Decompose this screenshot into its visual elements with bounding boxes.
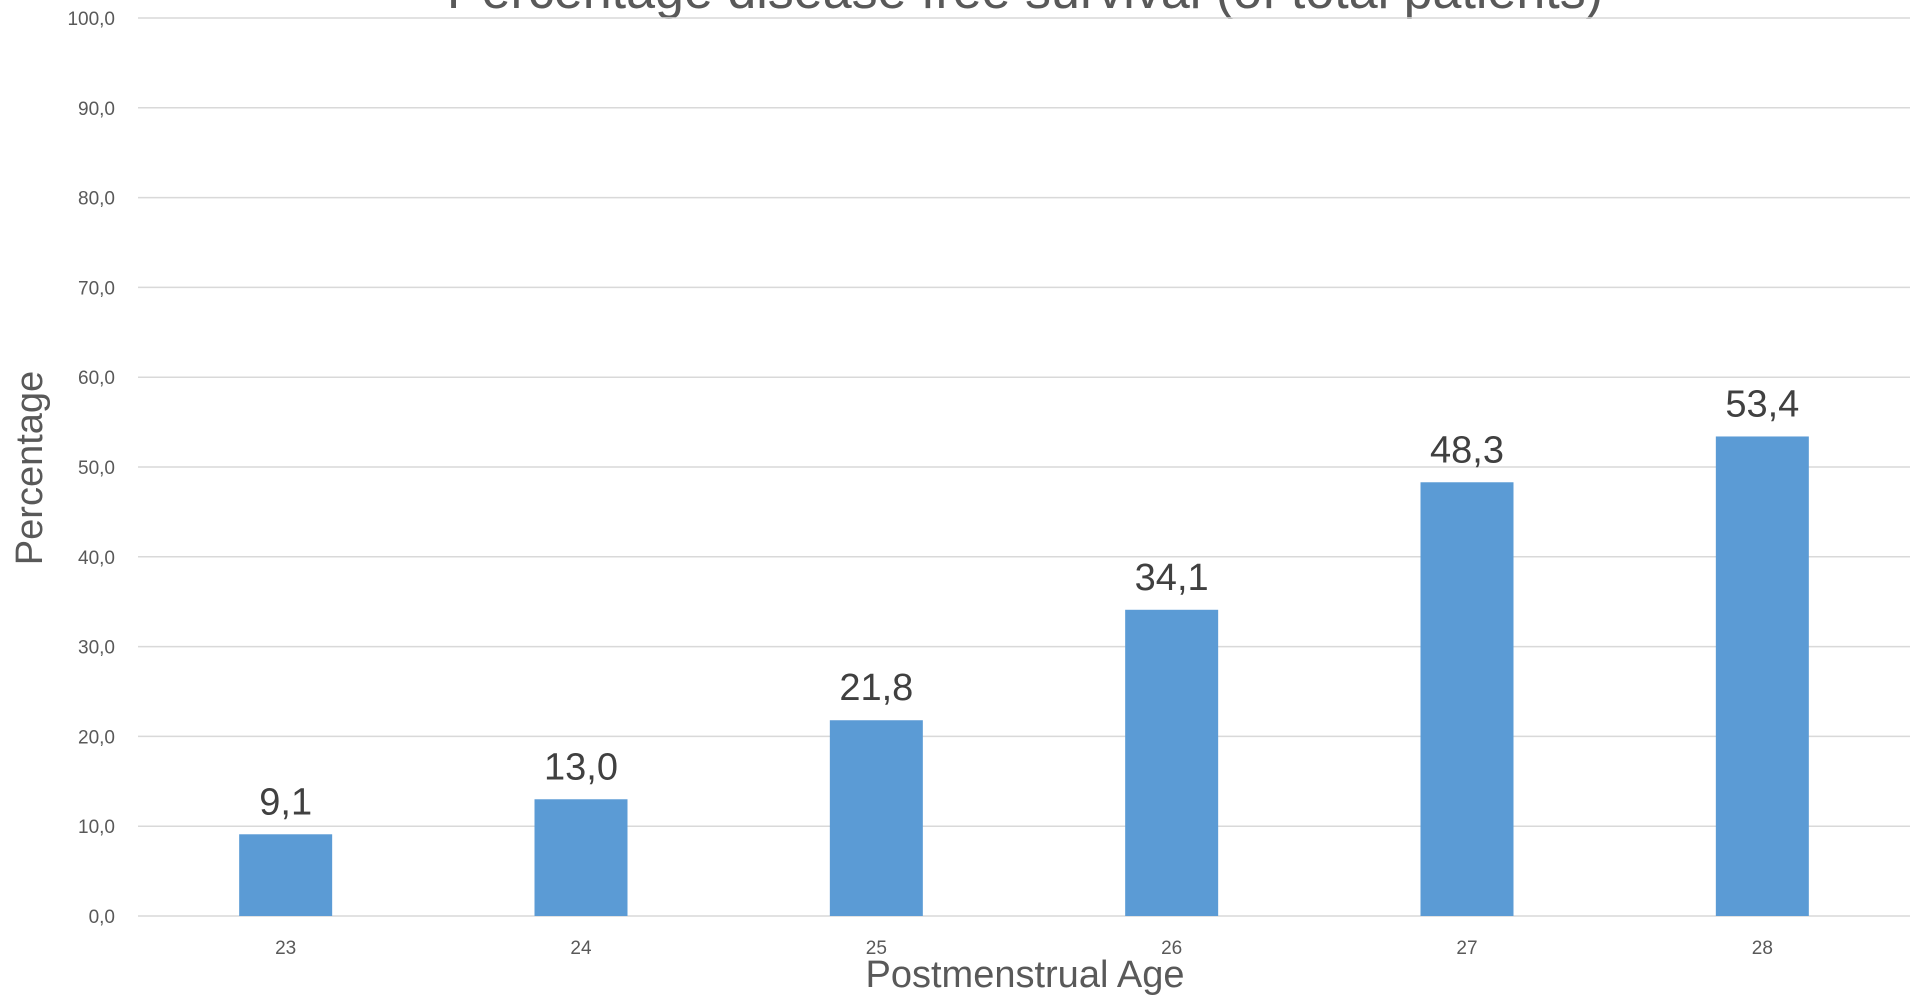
data-label: 9,1: [259, 781, 312, 823]
y-tick-label: 0,0: [89, 907, 115, 928]
bar-28: [1715, 436, 1809, 916]
bar-27: [1420, 482, 1514, 916]
data-label: 34,1: [1135, 557, 1209, 599]
data-label: 48,3: [1430, 429, 1504, 471]
data-labels: 9,1 13,0 21,8 34,1 48,3 53,4: [259, 383, 1799, 823]
x-tick-label: 28: [1752, 938, 1773, 959]
bars: [239, 436, 1809, 916]
y-tick-label: 20,0: [78, 727, 115, 748]
bar-25: [829, 720, 923, 916]
x-tick-label: 24: [570, 938, 592, 959]
y-axis-title: Percentage: [9, 371, 51, 565]
data-label: 13,0: [544, 746, 618, 788]
x-axis-ticks: 23 24 25 26 27 28: [275, 938, 1773, 959]
y-tick-label: 50,0: [78, 458, 115, 479]
data-label: 21,8: [839, 667, 913, 709]
bar-23: [239, 834, 333, 916]
gridlines: [138, 17, 1910, 917]
y-tick-label: 70,0: [78, 278, 115, 299]
x-tick-label: 26: [1161, 938, 1182, 959]
y-tick-label: 40,0: [78, 548, 115, 569]
chart-title: Percentage disease free survival (of tot…: [447, 0, 1603, 20]
bar-26: [1125, 609, 1219, 916]
y-tick-label: 10,0: [78, 817, 115, 838]
y-tick-label: 60,0: [78, 368, 115, 389]
y-tick-label: 100,0: [67, 9, 115, 30]
x-tick-label: 27: [1456, 938, 1477, 959]
x-axis-title: Postmenstrual Age: [866, 954, 1185, 995]
data-label: 53,4: [1725, 383, 1799, 425]
y-tick-label: 90,0: [78, 99, 115, 120]
y-axis-ticks: 0,0 10,0 20,0 30,0 40,0 50,0 60,0 70,0 80,0 90,0 1…: [67, 9, 115, 928]
y-tick-label: 30,0: [78, 638, 115, 659]
y-tick-label: 80,0: [78, 189, 115, 210]
x-tick-label: 23: [275, 938, 296, 959]
x-tick-label: 25: [866, 938, 887, 959]
bar-24: [534, 799, 628, 916]
